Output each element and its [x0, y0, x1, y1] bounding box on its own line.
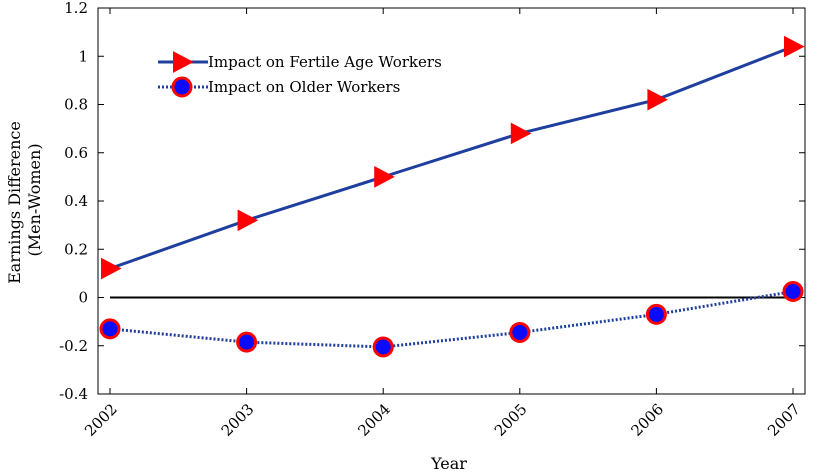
x-tick-label: 2006 — [627, 400, 667, 440]
series-line — [109, 289, 794, 349]
y-axis-title: Earnings Difference (Men-Women) — [5, 116, 44, 284]
x-tick-label: 2002 — [81, 400, 121, 440]
y-tick-label: 0 — [78, 289, 88, 307]
y-axis-title-line-2: (Men-Women) — [25, 143, 44, 256]
series-line — [109, 45, 794, 270]
data-point — [647, 88, 668, 111]
y-tick-label: -0.2 — [59, 337, 88, 355]
series-2 — [99, 280, 804, 358]
y-tick-label: -0.4 — [59, 385, 88, 403]
x-tick-label: 2007 — [764, 400, 804, 440]
data-point — [101, 257, 122, 280]
data-point — [645, 303, 667, 325]
series-layer — [99, 35, 805, 358]
y-tick-label: 1.2 — [64, 0, 88, 17]
plot-area — [97, 7, 806, 395]
data-point — [236, 331, 258, 353]
legend: Impact on Fertile Age Workers Impact on O… — [158, 51, 442, 98]
y-tick-label: 1 — [78, 47, 88, 65]
x-axis-title: Year — [430, 454, 467, 473]
legend-label: Impact on Fertile Age Workers — [208, 53, 442, 71]
x-axis: 2002 2003 2004 2005 2006 2007 — [81, 8, 804, 440]
x-tick-label: 2005 — [491, 400, 531, 440]
y-tick-label: 0.6 — [64, 144, 88, 162]
x-tick-label: 2004 — [354, 400, 394, 440]
data-point — [782, 280, 804, 302]
data-point — [372, 336, 394, 358]
legend-marker — [173, 51, 194, 73]
data-point — [374, 166, 395, 188]
y-axis: -0.4 -0.2 0 0.2 0.4 0.6 0.8 1 1.2 — [59, 0, 805, 403]
data-point — [509, 321, 531, 343]
y-axis-title-line-1: Earnings Difference — [5, 121, 24, 284]
y-tick-label: 0.4 — [64, 192, 88, 210]
data-point — [99, 318, 121, 340]
series-1 — [101, 35, 805, 280]
y-tick-label: 0.2 — [64, 240, 88, 258]
x-tick-label: 2003 — [218, 400, 258, 440]
y-tick-label: 0.8 — [64, 96, 88, 114]
legend-label: Impact on Older Workers — [208, 78, 400, 96]
legend-marker — [171, 76, 193, 98]
plot-border — [97, 7, 806, 395]
data-point — [510, 122, 532, 145]
data-point — [784, 35, 805, 58]
data-point — [237, 209, 259, 232]
